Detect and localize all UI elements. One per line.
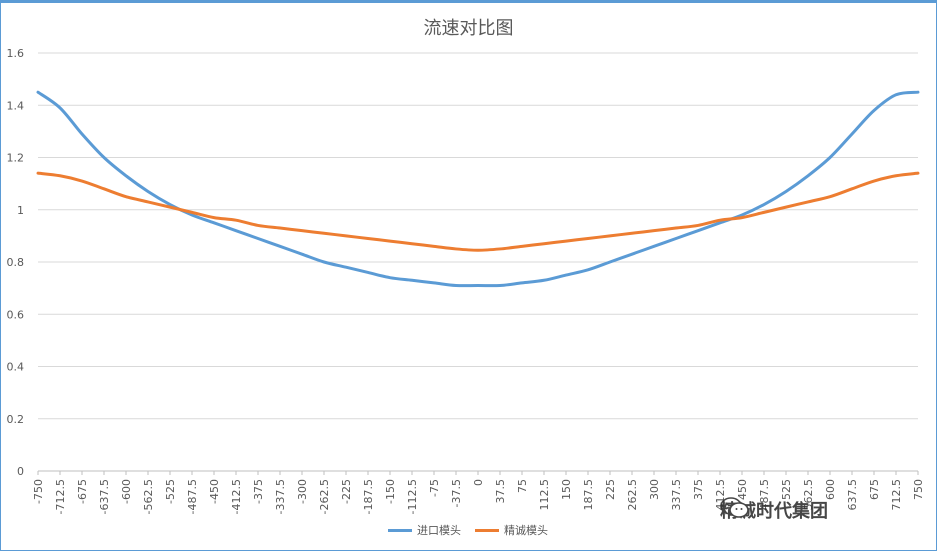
x-tick-label: 750 [912, 479, 925, 500]
x-tick-label: 225 [604, 479, 617, 500]
x-tick-label: 150 [560, 479, 573, 500]
x-tick-label: -187.5 [362, 479, 375, 514]
y-tick-label: 0.4 [7, 361, 25, 374]
x-axis-ticks: -750 -712.5 -675 -637.5 -600 -562.5 -525 -487.5… [32, 471, 925, 514]
x-tick-label: -337.5 [274, 479, 287, 514]
x-tick-label: 0 [472, 479, 485, 486]
legend: 进口模头 精诚模头 [388, 522, 548, 538]
chart-top-border [0, 0, 937, 3]
x-tick-label: 112.5 [538, 479, 551, 511]
wechat-icon [720, 497, 749, 518]
x-tick-label: 562.5 [802, 479, 815, 511]
x-tick-label: -675 [76, 479, 89, 504]
y-tick-label: 1.2 [7, 152, 25, 165]
x-tick-label: -562.5 [142, 479, 155, 514]
x-tick-label: 300 [648, 479, 661, 500]
x-tick-label: -525 [164, 479, 177, 504]
x-tick-label: 375 [692, 479, 705, 500]
x-tick-label: -412.5 [230, 479, 243, 514]
x-tick-label: 337.5 [670, 479, 683, 511]
y-tick-label: 0.2 [7, 413, 25, 426]
series-line-2 [36, 171, 920, 252]
x-tick-label: -750 [32, 479, 45, 504]
legend-swatch-series-2 [475, 528, 499, 532]
series-lines [36, 90, 920, 288]
legend-item-series-1: 进口模头 [388, 522, 461, 538]
x-tick-label: 525 [780, 479, 793, 500]
x-tick-label: -112.5 [406, 479, 419, 514]
x-tick-label: -150 [384, 479, 397, 504]
series-line-1 [36, 90, 920, 288]
x-tick-label: 412.5 [714, 479, 727, 511]
x-tick-label: 187.5 [582, 479, 595, 511]
x-tick-label: -487.5 [186, 479, 199, 514]
x-tick-label: -637.5 [98, 479, 111, 514]
x-tick-label: 637.5 [846, 479, 859, 511]
watermark: 精诚时代集团 [720, 497, 828, 523]
x-tick-label: -37.5 [450, 479, 463, 507]
x-tick-label: 75 [516, 479, 529, 493]
x-tick-label: 450 [736, 479, 749, 500]
x-tick-label: 712.5 [890, 479, 903, 511]
y-tick-label: 1.6 [7, 47, 25, 60]
x-tick-label: -600 [120, 479, 133, 504]
gridlines [38, 52, 918, 472]
x-tick-label: -450 [208, 479, 221, 504]
x-tick-label: -300 [296, 479, 309, 504]
y-axis-ticks: 0 0.2 0.4 0.6 0.8 1 1.2 1.4 1.6 [7, 47, 25, 478]
y-tick-label: 1 [17, 204, 24, 217]
x-tick-label: 600 [824, 479, 837, 500]
y-tick-label: 0.6 [7, 308, 25, 321]
x-tick-label: 487.5 [758, 479, 771, 511]
chart-title: 流速对比图 [423, 18, 514, 39]
legend-label-series-1: 进口模头 [417, 524, 461, 537]
legend-swatch-series-1 [388, 528, 412, 532]
x-tick-label: -75 [428, 479, 441, 497]
x-tick-label: -225 [340, 479, 353, 504]
y-tick-label: 0 [17, 465, 24, 478]
x-tick-label: 37.5 [494, 479, 507, 504]
x-tick-label: -262.5 [318, 479, 331, 514]
y-tick-label: 0.8 [7, 256, 25, 269]
x-tick-label: -712.5 [54, 479, 67, 514]
y-tick-label: 1.4 [7, 99, 25, 112]
x-tick-label: -375 [252, 479, 265, 504]
x-tick-label: 675 [868, 479, 881, 500]
x-tick-label: 262.5 [626, 479, 639, 511]
legend-item-series-2: 精诚模头 [475, 522, 548, 538]
legend-label-series-2: 精诚模头 [504, 524, 548, 537]
